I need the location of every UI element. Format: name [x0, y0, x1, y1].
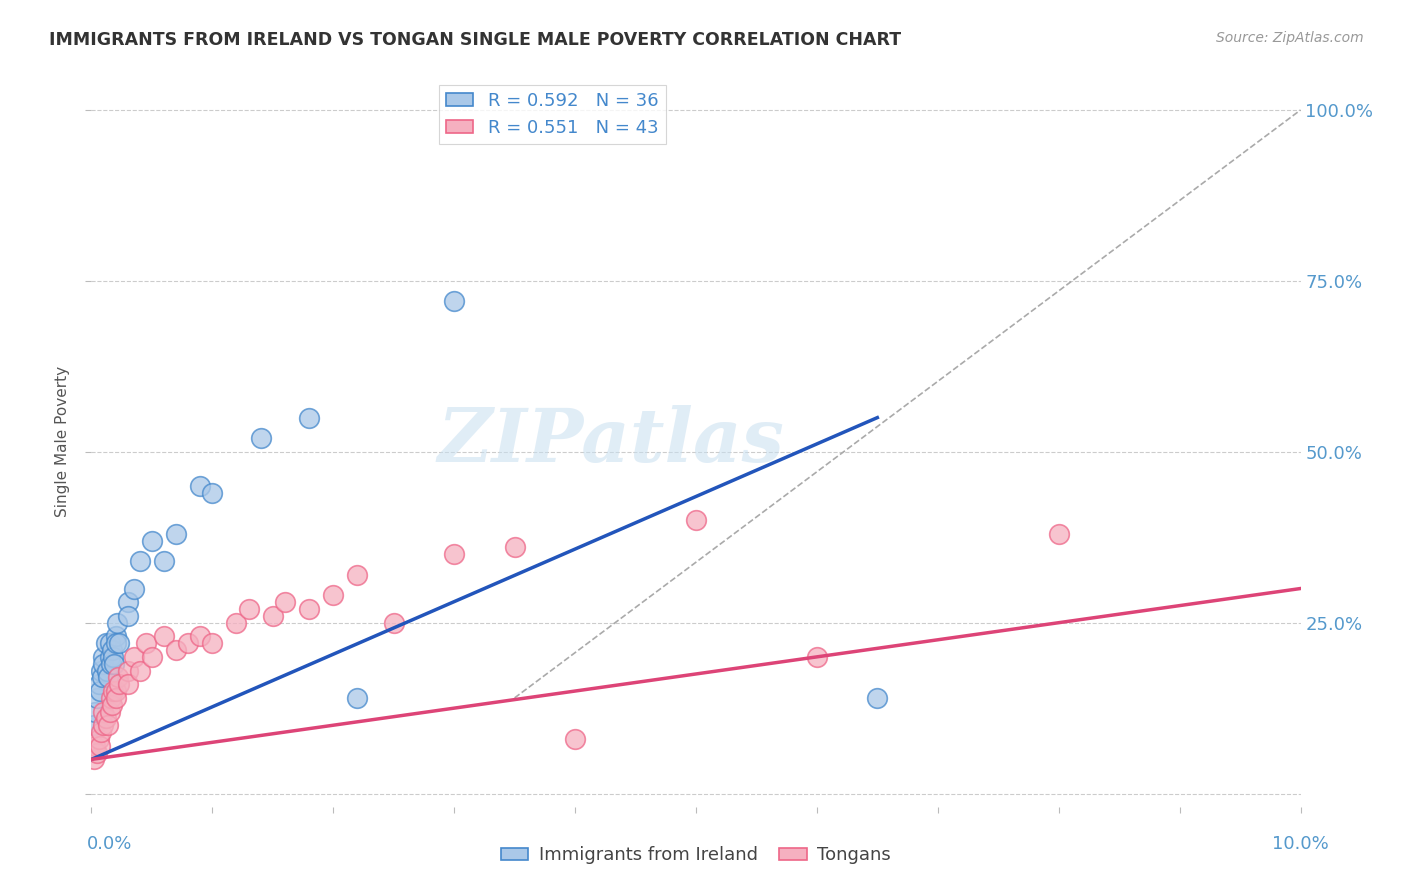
Point	[98, 636, 121, 650]
Point	[122, 649, 145, 664]
Point	[188, 479, 211, 493]
Point	[177, 636, 200, 650]
Point	[117, 664, 139, 678]
Point	[103, 657, 125, 671]
Point	[104, 636, 127, 650]
Point	[806, 649, 828, 664]
Point	[141, 533, 163, 548]
Point	[100, 690, 122, 705]
Text: 10.0%: 10.0%	[1272, 835, 1329, 853]
Point	[97, 670, 120, 684]
Point	[93, 718, 115, 732]
Point	[1047, 526, 1070, 541]
Point	[128, 664, 150, 678]
Point	[83, 752, 105, 766]
Point	[225, 615, 247, 630]
Point	[87, 731, 110, 746]
Point	[201, 485, 224, 500]
Point	[94, 711, 117, 725]
Point	[117, 608, 139, 623]
Point	[83, 718, 105, 732]
Text: IMMIGRANTS FROM IRELAND VS TONGAN SINGLE MALE POVERTY CORRELATION CHART: IMMIGRANTS FROM IRELAND VS TONGAN SINGLE…	[49, 31, 901, 49]
Point	[89, 684, 111, 698]
Point	[101, 643, 124, 657]
Point	[105, 615, 128, 630]
Point	[298, 410, 321, 425]
Point	[685, 513, 707, 527]
Point	[98, 705, 121, 719]
Point	[104, 629, 127, 643]
Point	[141, 649, 163, 664]
Point	[346, 690, 368, 705]
Point	[107, 670, 129, 684]
Point	[503, 541, 526, 555]
Point	[274, 595, 297, 609]
Point	[135, 636, 157, 650]
Point	[249, 431, 271, 445]
Point	[153, 629, 176, 643]
Point	[86, 746, 108, 760]
Point	[90, 725, 112, 739]
Point	[322, 588, 344, 602]
Point	[382, 615, 405, 630]
Point	[165, 643, 187, 657]
Point	[94, 636, 117, 650]
Point	[262, 608, 284, 623]
Point	[93, 705, 115, 719]
Point	[90, 664, 112, 678]
Point	[117, 595, 139, 609]
Point	[346, 567, 368, 582]
Point	[122, 582, 145, 596]
Point	[91, 670, 114, 684]
Point	[443, 294, 465, 309]
Point	[443, 547, 465, 561]
Point	[108, 677, 131, 691]
Point	[564, 731, 586, 746]
Point	[104, 684, 127, 698]
Point	[201, 636, 224, 650]
Point	[104, 690, 127, 705]
Point	[89, 739, 111, 753]
Point	[96, 664, 118, 678]
Point	[93, 657, 115, 671]
Point	[93, 649, 115, 664]
Text: 0.0%: 0.0%	[87, 835, 132, 853]
Text: ZIPatlas: ZIPatlas	[437, 405, 785, 478]
Point	[84, 739, 107, 753]
Point	[188, 629, 211, 643]
Y-axis label: Single Male Poverty: Single Male Poverty	[55, 366, 70, 517]
Legend: Immigrants from Ireland, Tongans: Immigrants from Ireland, Tongans	[494, 839, 898, 871]
Point	[101, 649, 124, 664]
Point	[84, 705, 107, 719]
Point	[165, 526, 187, 541]
Text: Source: ZipAtlas.com: Source: ZipAtlas.com	[1216, 31, 1364, 45]
Point	[238, 602, 260, 616]
Point	[298, 602, 321, 616]
Point	[98, 649, 121, 664]
Point	[866, 690, 889, 705]
Point	[101, 684, 124, 698]
Point	[117, 677, 139, 691]
Point	[100, 657, 122, 671]
Point	[101, 698, 124, 712]
Point	[128, 554, 150, 568]
Point	[87, 677, 110, 691]
Point	[153, 554, 176, 568]
Point	[86, 690, 108, 705]
Point	[108, 636, 131, 650]
Point	[97, 718, 120, 732]
